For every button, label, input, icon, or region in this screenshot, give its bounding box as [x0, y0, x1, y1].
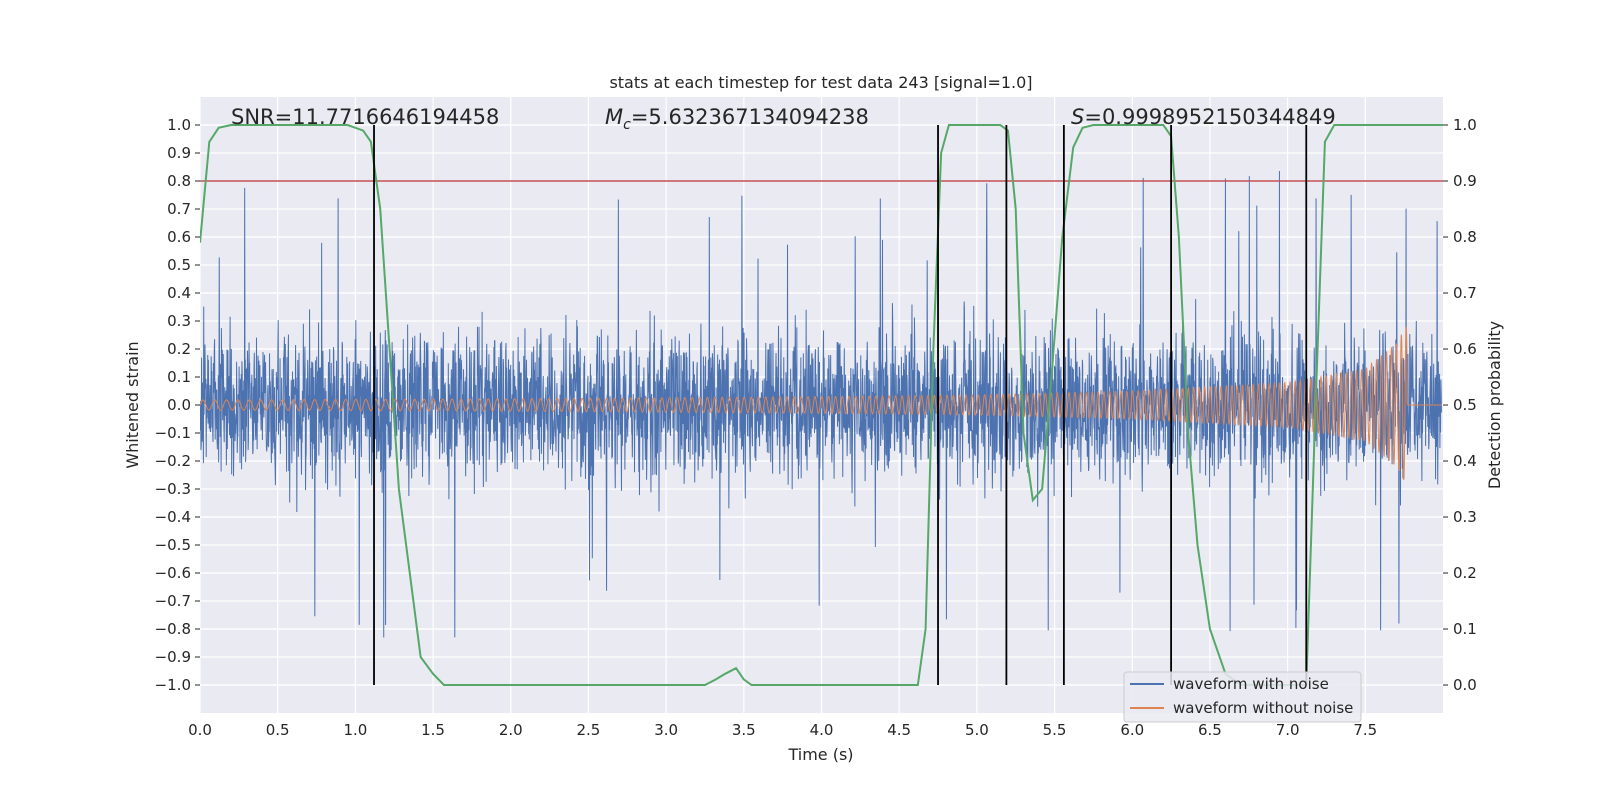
x-tick-label: 0.5 — [266, 721, 290, 739]
y-tick-label: −0.7 — [155, 592, 191, 610]
y2-tick-label: 0.3 — [1453, 508, 1477, 526]
y2-tick-label: 0.4 — [1453, 452, 1477, 470]
annotation-mc: Mc=5.632367134094238 — [605, 105, 869, 133]
legend-label-clean: waveform without noise — [1173, 699, 1353, 717]
y-tick-label: 0.4 — [167, 284, 191, 302]
y-tick-label: −0.6 — [155, 564, 191, 582]
y-axis-label: Whitened strain — [123, 341, 142, 468]
x-tick-label: 2.0 — [499, 721, 523, 739]
legend-label-noise: waveform with noise — [1173, 675, 1329, 693]
annotation-s: S=0.9998952150344849 — [1071, 105, 1336, 129]
y-tick-label: −0.1 — [155, 424, 191, 442]
x-ticks: 0.0 0.5 1.0 1.5 2.0 2.5 3.0 3.5 4.0 4.5 5.0 5.5 6.0 6… — [188, 721, 1377, 739]
x-tick-label: 7.0 — [1276, 721, 1300, 739]
y-tick-label: −0.3 — [155, 480, 191, 498]
x-tick-label: 5.5 — [1043, 721, 1067, 739]
y-tick-label: 0.3 — [167, 312, 191, 330]
x-tick-label: 4.0 — [810, 721, 834, 739]
y-tick-label: 0.2 — [167, 340, 191, 358]
y-tick-label: −1.0 — [155, 676, 191, 694]
x-tick-label: 2.5 — [577, 721, 601, 739]
y-tick-label: −0.2 — [155, 452, 191, 470]
legend-box — [1123, 671, 1362, 723]
x-tick-label: 6.5 — [1198, 721, 1222, 739]
y-tick-label: 0.9 — [167, 144, 191, 162]
y-tick-label: 1.0 — [167, 116, 191, 134]
x-tick-label: 0.0 — [188, 721, 212, 739]
y-tick-label: 0.8 — [167, 172, 191, 190]
x-axis-label: Time (s) — [787, 745, 853, 764]
chart-title: stats at each timestep for test data 243… — [609, 73, 1032, 92]
y-tick-label: −0.5 — [155, 536, 191, 554]
y2-tick-label: 0.5 — [1453, 396, 1477, 414]
annotation-snr: SNR=11.7716646194458 — [231, 105, 499, 129]
y2-tick-label: 0.1 — [1453, 620, 1477, 638]
y2-axis-label: Detection probability — [1485, 321, 1504, 489]
y-tick-label: −0.8 — [155, 620, 191, 638]
series-waveform-without-noise — [200, 326, 1442, 480]
y-tick-label: 0.0 — [167, 396, 191, 414]
x-tick-label: 3.0 — [654, 721, 678, 739]
x-tick-label: 4.5 — [887, 721, 911, 739]
series-waveform-with-noise — [200, 170, 1442, 638]
x-tick-label: 1.0 — [343, 721, 367, 739]
x-tick-label: 1.5 — [421, 721, 445, 739]
x-tick-label: 3.5 — [732, 721, 756, 739]
y2-tick-label: 0.9 — [1453, 172, 1477, 190]
y2-tick-label: 1.0 — [1453, 116, 1477, 134]
y-tick-label: 0.5 — [167, 256, 191, 274]
y2-tick-label: 0.2 — [1453, 564, 1477, 582]
y-tick-label: 0.6 — [167, 228, 191, 246]
y-tick-label: −0.9 — [155, 648, 191, 666]
y2-tick-label: 0.8 — [1453, 228, 1477, 246]
y2-tick-label: 0.0 — [1453, 676, 1477, 694]
y2-tick-label: 0.7 — [1453, 284, 1477, 302]
plot-area — [200, 124, 1443, 686]
y2-tick-label: 0.6 — [1453, 340, 1477, 358]
y2-ticks: 1.0 0.9 0.8 0.7 0.6 0.5 0.4 0.3 0.2 0.1 0.0 — [1443, 116, 1477, 694]
y-tick-label: 0.1 — [167, 368, 191, 386]
y-tick-label: −0.4 — [155, 508, 191, 526]
legend: waveform with noise waveform without noi… — [1123, 671, 1362, 723]
y-ticks: 1.0 0.9 0.8 0.7 0.6 0.5 0.4 0.3 0.2 0.1 0.0 −0.1 −0.… — [155, 116, 200, 694]
y-tick-label: 0.7 — [167, 200, 191, 218]
x-tick-label: 5.0 — [965, 721, 989, 739]
vertical-lines — [373, 125, 1308, 685]
x-tick-label: 7.5 — [1353, 721, 1377, 739]
x-tick-label: 6.0 — [1120, 721, 1144, 739]
